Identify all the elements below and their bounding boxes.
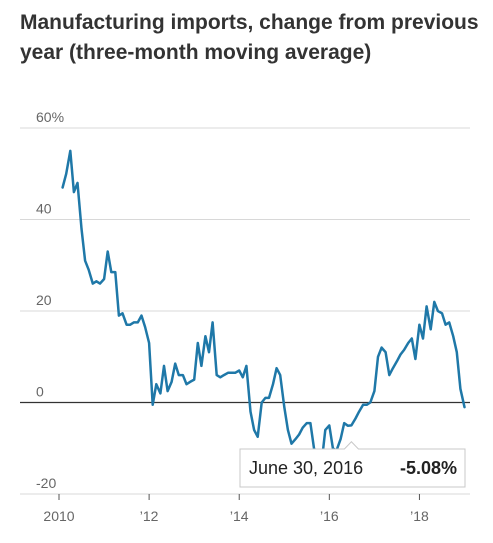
x-tick-label: ’18 (410, 508, 429, 524)
y-tick-label: 20 (36, 292, 52, 308)
y-tick-label: 60% (36, 109, 64, 125)
y-axis-ticks: 60% 40 20 0 -20 (36, 109, 64, 491)
gridlines (20, 127, 470, 495)
y-tick-label: 0 (36, 384, 44, 400)
x-tick-label: ’16 (320, 508, 339, 524)
y-tick-label: 40 (36, 201, 52, 217)
x-tick-label: ’12 (140, 508, 159, 524)
x-axis-ticks: 2010 ’12 ’14 ’16 ’18 (43, 494, 429, 524)
tooltip-date: June 30, 2016 (249, 458, 363, 478)
tooltip-value: -5.08% (400, 458, 457, 478)
x-tick-label: ’14 (230, 508, 249, 524)
chart-title: Manufacturing imports, change from previ… (20, 11, 479, 64)
tooltip-box (239, 441, 466, 488)
y-tick-label: -20 (36, 475, 56, 491)
hover-tooltip: June 30, 2016 -5.08% (239, 441, 466, 488)
x-tick-label: 2010 (43, 508, 74, 524)
series-line (61, 149, 466, 464)
